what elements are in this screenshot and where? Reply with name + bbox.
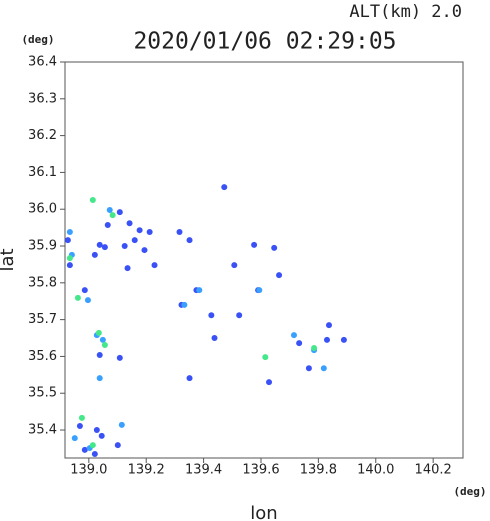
- echo-point: [121, 243, 128, 250]
- echo-point: [124, 265, 131, 272]
- echo-point: [89, 442, 96, 449]
- echo-point: [96, 375, 103, 382]
- y-axis-label: lat: [0, 248, 18, 271]
- y-tick-label: 35.9: [28, 239, 57, 254]
- echo-point: [91, 450, 98, 457]
- echo-point: [221, 184, 228, 191]
- y-tick-label: 36.3: [28, 91, 57, 106]
- echo-point: [186, 375, 193, 382]
- echo-point: [116, 354, 123, 361]
- echo-point: [208, 312, 215, 319]
- echo-point: [89, 197, 96, 204]
- echo-point: [181, 301, 188, 308]
- echo-point: [231, 262, 238, 269]
- echo-point: [146, 229, 153, 236]
- echo-point: [131, 237, 138, 244]
- echo-point: [256, 287, 263, 294]
- echo-point: [66, 262, 73, 269]
- echo-point: [109, 212, 116, 219]
- echo-point: [290, 332, 297, 339]
- echo-point: [76, 422, 83, 429]
- echo-point: [101, 342, 108, 349]
- echo-point: [211, 335, 218, 342]
- echo-point: [266, 379, 273, 386]
- y-tick-label: 36.1: [28, 165, 57, 180]
- echo-point: [96, 241, 103, 248]
- echo-point: [101, 244, 108, 251]
- echo-point: [340, 336, 347, 343]
- echo-point: [236, 312, 243, 319]
- plot-frame: [64, 61, 464, 459]
- x-tick-label: 139.8: [300, 463, 337, 478]
- echo-point: [96, 351, 103, 358]
- echo-point: [74, 294, 81, 301]
- echo-point: [78, 414, 85, 421]
- echo-point: [196, 287, 203, 294]
- y-tick-label: 35.5: [28, 386, 57, 401]
- x-tick-label: 140.2: [415, 463, 452, 478]
- echo-point: [99, 336, 106, 343]
- echo-point: [151, 262, 158, 269]
- echo-point: [91, 251, 98, 258]
- echo-point: [262, 354, 269, 361]
- y-tick-label: 35.4: [28, 423, 57, 438]
- chart-title: 2020/01/06 02:29:05: [133, 29, 396, 55]
- echo-point: [114, 442, 121, 449]
- echo-point: [141, 247, 148, 254]
- echo-point: [311, 344, 318, 351]
- echo-point: [136, 227, 143, 234]
- x-unit: (deg): [453, 485, 486, 498]
- echo-point: [93, 427, 100, 434]
- y-tick-label: 35.7: [28, 312, 57, 327]
- echo-point: [126, 220, 133, 227]
- y-tick-label: 35.8: [28, 275, 57, 290]
- echo-point: [186, 237, 193, 244]
- echo-point: [296, 340, 303, 347]
- echo-point: [251, 241, 258, 248]
- echo-point: [64, 237, 71, 244]
- echo-point: [104, 222, 111, 229]
- echo-point: [116, 209, 123, 216]
- x-tick-label: 140.0: [357, 463, 394, 478]
- y-tick-label: 36.2: [28, 128, 57, 143]
- annotation: ALT(km) 2.0: [349, 2, 462, 22]
- echo-point: [71, 435, 78, 442]
- y-tick-label: 35.6: [28, 349, 57, 364]
- echo-point: [325, 322, 332, 329]
- x-tick-label: 139.4: [185, 463, 222, 478]
- y-tick-label: 36.4: [28, 55, 57, 70]
- echo-point: [323, 336, 330, 343]
- echo-point: [98, 432, 105, 439]
- echo-point: [320, 365, 327, 372]
- echo-point: [81, 287, 88, 294]
- echo-point: [66, 255, 73, 262]
- echo-point: [118, 421, 125, 428]
- x-axis-label: lon: [250, 503, 277, 521]
- x-tick-label: 139.0: [70, 463, 107, 478]
- echo-point: [276, 272, 283, 279]
- echo-point: [95, 329, 102, 336]
- echo-point: [305, 365, 312, 372]
- echo-point: [66, 229, 73, 236]
- echo-point: [106, 206, 113, 213]
- y-unit: (deg): [21, 33, 54, 46]
- echo-point: [176, 229, 183, 236]
- x-tick-label: 139.6: [242, 463, 279, 478]
- echo-point: [271, 244, 278, 251]
- echo-point: [84, 297, 91, 304]
- echo-point: [81, 446, 88, 453]
- x-tick-label: 139.2: [128, 463, 165, 478]
- y-tick-label: 36.0: [28, 202, 57, 217]
